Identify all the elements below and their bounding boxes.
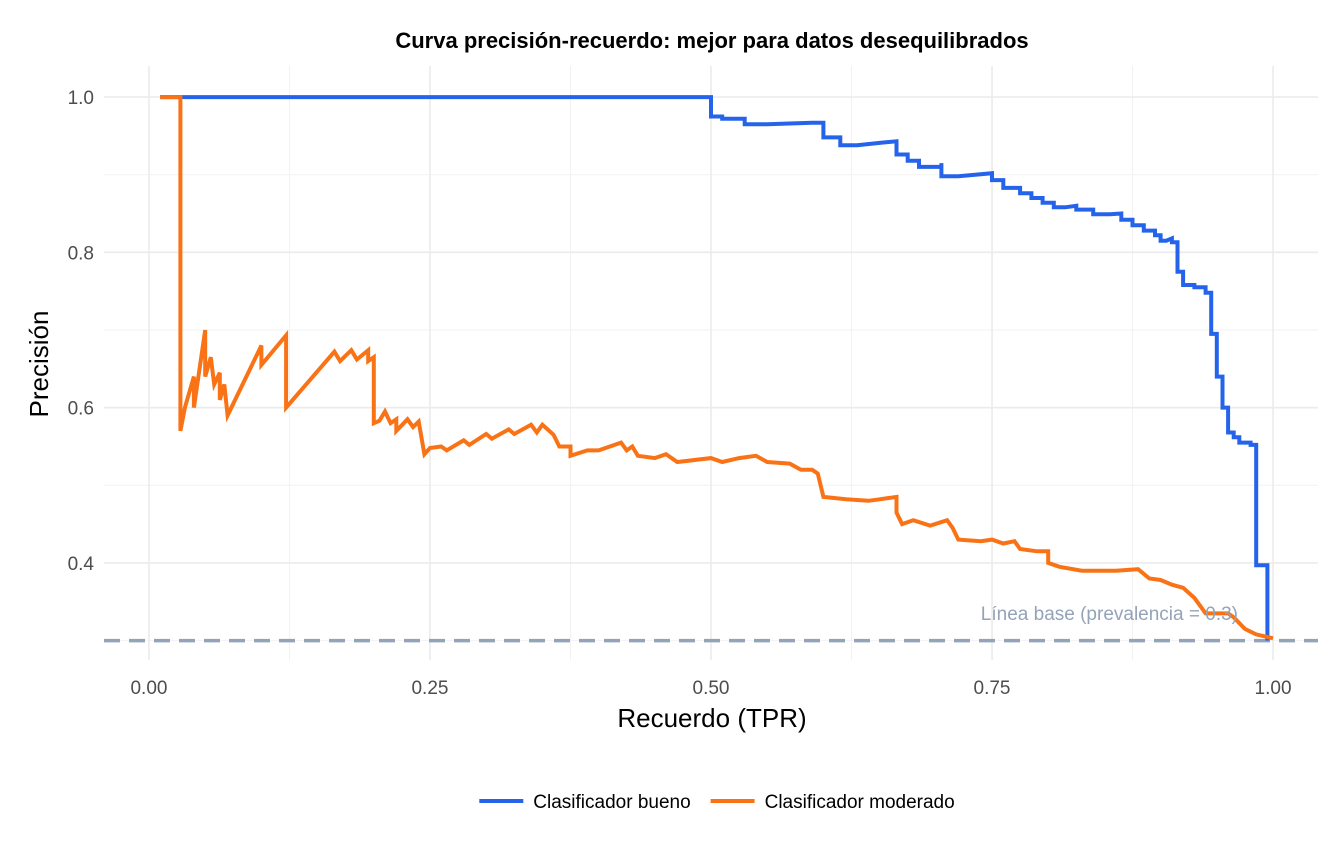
- y-axis-title: Precisión: [24, 311, 54, 418]
- legend-item: Clasificador bueno: [479, 792, 691, 813]
- series-group: [160, 95, 1274, 641]
- x-axis-title: Recuerdo (TPR): [617, 703, 806, 733]
- series-line-2: [160, 95, 1274, 641]
- y-tick-labels: 0.4 0.6 0.8 1.0: [68, 88, 95, 575]
- x-tick-label: 0.50: [693, 678, 730, 699]
- legend-item: Clasificador moderado: [710, 792, 955, 813]
- x-tick-label: 0.00: [130, 678, 167, 699]
- y-tick-label: 0.6: [68, 399, 94, 420]
- x-tick-label: 0.25: [411, 678, 448, 699]
- y-tick-label: 1.0: [68, 88, 94, 109]
- legend: Clasificador bueno Clasificador moderado: [479, 792, 955, 813]
- y-tick-label: 0.8: [68, 243, 94, 264]
- chart-title: Curva precisión-recuerdo: mejor para dat…: [395, 28, 1028, 53]
- y-tick-label: 0.4: [68, 554, 95, 575]
- x-tick-label: 1.00: [1255, 678, 1292, 699]
- series-line-1: [160, 95, 1270, 641]
- x-tick-labels: 0.00 0.25 0.50 0.75 1.00: [130, 678, 1291, 699]
- x-tick-label: 0.75: [974, 678, 1011, 699]
- baseline-annotation: Línea base (prevalencia = 0.3): [981, 604, 1238, 625]
- legend-label: Clasificador moderado: [765, 792, 955, 813]
- legend-label: Clasificador bueno: [533, 792, 690, 813]
